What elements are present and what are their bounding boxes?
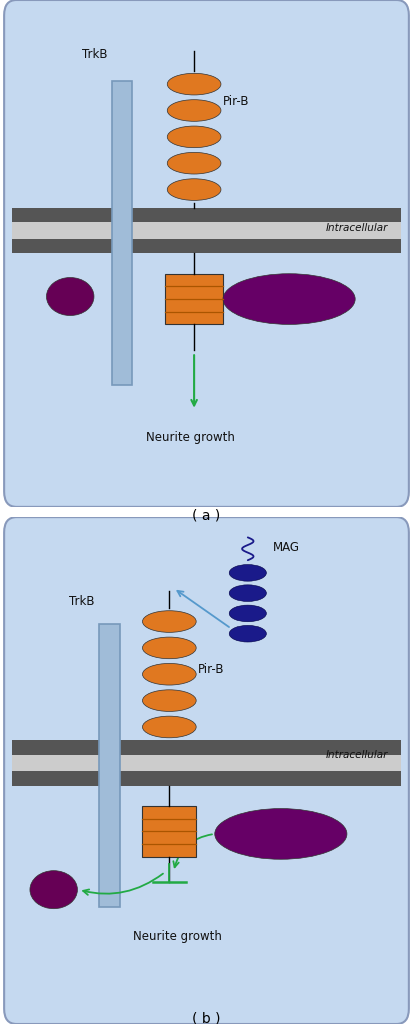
Ellipse shape — [223, 273, 355, 325]
Bar — [12, 771, 401, 785]
Ellipse shape — [142, 716, 196, 737]
Ellipse shape — [142, 690, 196, 712]
Text: Intracellular: Intracellular — [326, 751, 388, 760]
Text: Neurite growth: Neurite growth — [133, 930, 222, 943]
Ellipse shape — [229, 585, 266, 601]
Ellipse shape — [229, 564, 266, 582]
Text: ( a ): ( a ) — [192, 508, 221, 522]
Ellipse shape — [142, 664, 196, 685]
Ellipse shape — [142, 637, 196, 658]
Ellipse shape — [215, 809, 347, 859]
Text: MAG: MAG — [273, 541, 299, 554]
Bar — [112, 81, 132, 385]
Text: Pir-B: Pir-B — [223, 95, 249, 108]
Text: SHP-1/2: SHP-1/2 — [263, 293, 315, 305]
Bar — [12, 239, 401, 254]
Bar — [12, 755, 401, 771]
Ellipse shape — [229, 605, 266, 622]
Ellipse shape — [167, 74, 221, 95]
FancyBboxPatch shape — [4, 517, 409, 1024]
Ellipse shape — [142, 610, 196, 633]
Ellipse shape — [229, 626, 266, 642]
Text: ( b ): ( b ) — [192, 1012, 221, 1024]
Bar — [12, 222, 401, 239]
Text: Intracellular: Intracellular — [326, 223, 388, 233]
Ellipse shape — [30, 870, 78, 908]
Text: P: P — [49, 883, 58, 896]
Text: P: P — [66, 290, 75, 303]
Text: TrkB: TrkB — [69, 595, 95, 608]
Bar — [12, 740, 401, 755]
Ellipse shape — [47, 278, 94, 315]
Text: Pir-B: Pir-B — [198, 663, 225, 676]
Text: Neurite growth: Neurite growth — [145, 431, 235, 443]
Ellipse shape — [167, 99, 221, 121]
Text: SHP-1/2: SHP-1/2 — [255, 827, 307, 841]
Ellipse shape — [167, 153, 221, 174]
Ellipse shape — [167, 126, 221, 147]
Bar — [142, 806, 196, 857]
Text: TrkB: TrkB — [82, 48, 107, 60]
FancyBboxPatch shape — [4, 0, 409, 507]
Ellipse shape — [167, 179, 221, 201]
Bar — [165, 273, 223, 325]
Bar — [12, 208, 401, 222]
Bar — [99, 624, 120, 907]
